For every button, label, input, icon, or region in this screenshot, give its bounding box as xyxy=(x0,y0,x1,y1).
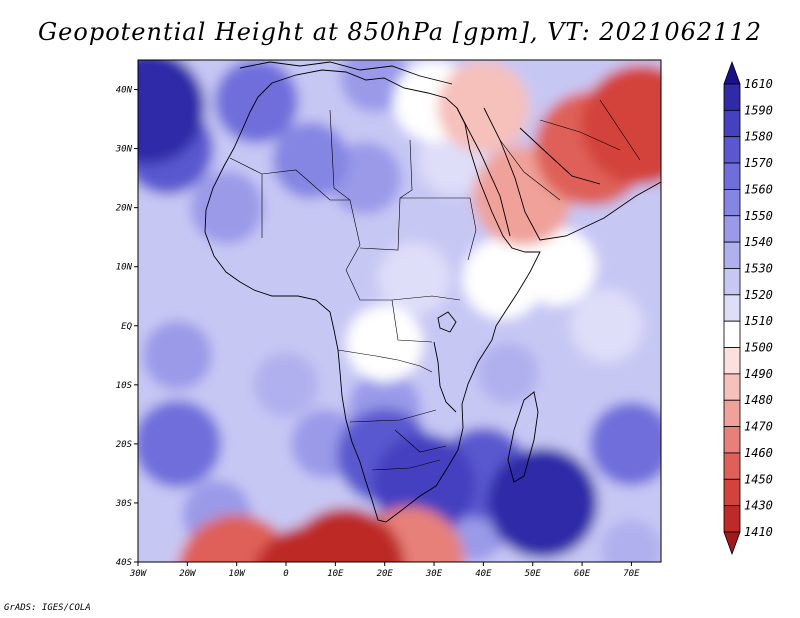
colorbar-swatch xyxy=(723,452,741,480)
field-cell xyxy=(378,242,451,315)
colorbar-level-label: 1570 xyxy=(744,156,773,170)
colorbar-swatch xyxy=(723,83,741,111)
africa-coastline xyxy=(204,69,541,523)
x-tick-label: 10E xyxy=(327,569,344,579)
y-tick-label: EQ xyxy=(121,322,132,332)
map-title: Geopotential Height at 850hPa [gpm], VT:… xyxy=(38,18,762,46)
field-cell xyxy=(284,223,347,287)
geopotential-field xyxy=(138,60,661,562)
field-cell xyxy=(462,238,544,320)
x-tick-label: 30W xyxy=(129,569,148,579)
colorbar-level-label: 1500 xyxy=(744,341,773,355)
y-tick-label: 20S xyxy=(116,440,133,450)
field-cell xyxy=(272,122,349,199)
field-cell xyxy=(346,305,423,382)
x-tick-label: 10W xyxy=(229,569,247,579)
colorbar-level-label: 1430 xyxy=(744,499,773,513)
x-tick-label: 30E xyxy=(425,569,443,579)
field-cell xyxy=(487,447,598,559)
coastlines xyxy=(204,61,662,523)
colorbar-swatch xyxy=(723,189,741,217)
colorbar-level-label: 1460 xyxy=(744,446,773,460)
lake-victoria xyxy=(437,311,457,333)
field-cell xyxy=(570,289,643,362)
field-cell xyxy=(477,342,539,404)
x-tick-label: 20W xyxy=(179,569,197,579)
colorbar-swatch xyxy=(723,241,741,269)
field-cell xyxy=(581,64,661,185)
y-tick-label: 40N xyxy=(116,86,133,96)
colorbar-level-label: 1610 xyxy=(744,77,773,91)
colorbar-swatch xyxy=(723,320,741,348)
x-tick-label: 20E xyxy=(377,569,394,579)
field-cell xyxy=(255,525,366,562)
mediterranean-north-coast xyxy=(239,61,453,85)
y-tick-label: 40S xyxy=(116,558,133,568)
colorbar-swatch xyxy=(723,478,741,507)
field-cell xyxy=(253,352,319,418)
field-cell xyxy=(437,61,530,154)
grads-credit: GrADS: IGES/COLA xyxy=(4,603,91,613)
colorbar-swatch xyxy=(723,373,741,401)
colorbar-level-label: 1490 xyxy=(744,367,773,381)
field-cell xyxy=(600,519,661,562)
madagascar-coastline xyxy=(507,391,539,483)
latitude-axis: 40N 30N 20N 10N EQ 10S 20S 30S 40S xyxy=(115,86,138,568)
colorbar-swatch xyxy=(723,60,741,85)
field-cell xyxy=(589,401,661,486)
colorbar-level-label: 1530 xyxy=(744,261,773,275)
x-tick-label: 70E xyxy=(623,569,640,579)
colorbar-swatch xyxy=(723,399,741,427)
colorbar-swatch xyxy=(723,531,741,556)
field-cell xyxy=(340,60,410,113)
colorbar-level-label: 1520 xyxy=(744,288,773,302)
colorbar-level-label: 1580 xyxy=(744,130,773,144)
colorbar-level-label: 1480 xyxy=(744,393,773,407)
gulf-coast xyxy=(519,127,601,185)
x-tick-label: 50E xyxy=(525,569,542,579)
colorbar-swatch xyxy=(723,426,741,454)
x-tick-label: 40E xyxy=(475,569,492,579)
field-cell xyxy=(138,60,205,165)
longitude-axis: 30W 20W 10W 0 10E 20E 30E 40E 50E 60E 70E xyxy=(129,562,640,579)
colorbar-level-label: 1550 xyxy=(744,209,773,223)
colorbar-level-label: 1410 xyxy=(744,525,773,539)
colorbar-level-label: 1540 xyxy=(744,235,773,249)
colorbar-swatch xyxy=(723,294,741,322)
field-cell xyxy=(190,171,264,245)
colorbar-swatch xyxy=(723,136,741,164)
colorbar-level-label: 1470 xyxy=(744,420,773,434)
colorbar-swatch xyxy=(723,109,741,138)
map-frame xyxy=(137,59,662,563)
colorbar-level-label: 1510 xyxy=(744,314,773,328)
field-cell xyxy=(142,320,212,390)
colorbar-level-label: 1590 xyxy=(744,103,773,117)
y-tick-label: 30N xyxy=(115,145,133,155)
rift-lakes xyxy=(433,341,457,413)
y-tick-label: 10N xyxy=(116,263,133,273)
y-tick-label: 30S xyxy=(115,499,133,509)
colorbar-level-label: 1560 xyxy=(744,182,773,196)
country-borders xyxy=(229,99,641,471)
colorbar-swatch xyxy=(723,215,741,243)
x-tick-label: 0 xyxy=(283,569,288,579)
colorbar-swatch xyxy=(723,268,741,296)
y-tick-label: 20N xyxy=(116,204,133,214)
x-tick-label: 60E xyxy=(574,569,591,579)
colorbar-level-label: 1450 xyxy=(744,472,773,486)
colorbar-swatch xyxy=(723,505,741,533)
y-tick-label: 10S xyxy=(116,381,133,391)
red-sea-coast xyxy=(456,107,511,237)
colorbar-swatch xyxy=(723,347,741,375)
arabia-coast xyxy=(483,107,662,241)
field-cell xyxy=(138,400,222,488)
colorbar-swatch xyxy=(723,162,741,190)
